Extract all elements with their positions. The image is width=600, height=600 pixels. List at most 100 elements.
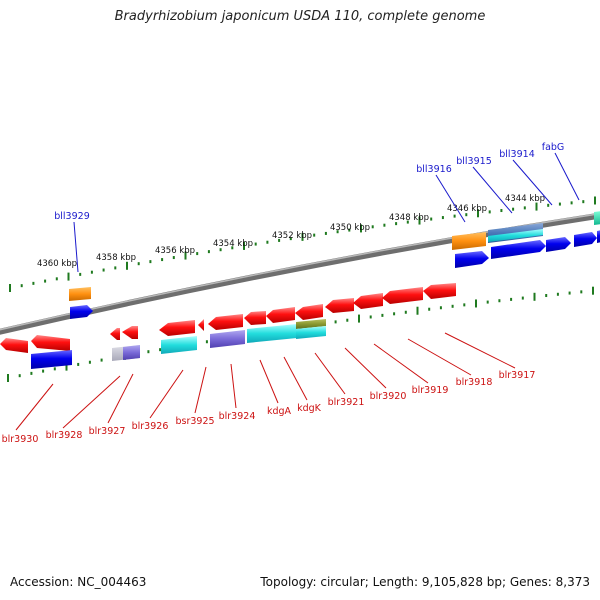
reverse-label-leaders xyxy=(15,332,516,431)
minor-tick xyxy=(137,262,140,266)
major-tick xyxy=(9,284,11,292)
minor-tick xyxy=(266,240,269,244)
gene-blr3919 xyxy=(353,293,383,309)
gene-blr3921-cog-b xyxy=(296,326,326,339)
label-blr3926: blr3926 xyxy=(132,421,169,432)
label-bll3916: bll3916 xyxy=(416,164,452,175)
major-tick xyxy=(7,374,9,382)
minor-tick xyxy=(42,369,45,373)
minor-tick xyxy=(582,200,585,204)
minor-tick xyxy=(547,203,550,207)
major-tick xyxy=(594,196,596,205)
minor-tick xyxy=(510,297,513,301)
gene-bll3916-cog xyxy=(452,232,486,250)
label-blr3918: blr3918 xyxy=(456,377,493,388)
label-bll3915: bll3915 xyxy=(456,156,492,167)
label-blr3924: blr3924 xyxy=(219,411,256,422)
label-blr3920: blr3920 xyxy=(370,391,407,402)
gene-blr3927-cog-b xyxy=(123,345,140,360)
major-tick xyxy=(418,216,421,225)
minor-tick xyxy=(488,210,491,214)
minor-tick xyxy=(404,310,407,314)
minor-tick xyxy=(161,258,164,262)
minor-tick xyxy=(346,318,349,322)
minor-tick xyxy=(20,284,23,288)
minor-tick xyxy=(453,214,456,218)
accession-text: Accession: NC_004463 xyxy=(10,575,147,589)
label-bsr3925: bsr3925 xyxy=(175,416,214,427)
minor-tick xyxy=(393,312,396,316)
gene-next-cog xyxy=(594,211,600,225)
gene-blr3928-cog xyxy=(31,350,72,369)
major-tick xyxy=(360,224,362,233)
major-tick xyxy=(533,292,536,301)
minor-tick xyxy=(570,201,573,205)
major-tick xyxy=(301,232,304,241)
map-title: Bradyrhizobium japonicum USDA 110, compl… xyxy=(114,9,486,24)
gene-bsr3925 xyxy=(198,319,204,331)
gene-bll3915-cog-b xyxy=(488,229,543,242)
gene-kdgA xyxy=(244,311,266,325)
minor-tick xyxy=(30,371,33,375)
major-tick xyxy=(243,241,245,250)
minor-tick xyxy=(381,313,384,317)
minor-tick xyxy=(196,252,199,256)
minor-tick xyxy=(219,248,222,252)
minor-tick xyxy=(114,266,117,270)
minor-tick xyxy=(383,223,386,227)
minor-tick xyxy=(231,246,234,250)
scale-label: 4348 kbp xyxy=(389,213,429,223)
minor-tick xyxy=(159,348,162,352)
minor-tick xyxy=(254,242,257,246)
minor-tick xyxy=(55,277,58,281)
major-tick xyxy=(67,272,70,281)
minor-tick xyxy=(556,292,559,296)
minor-tick xyxy=(441,216,444,220)
major-tick xyxy=(184,251,187,260)
minor-tick xyxy=(207,250,210,254)
minor-tick xyxy=(545,294,548,298)
minor-tick xyxy=(172,256,175,260)
gene-next xyxy=(597,230,600,243)
label-fabG: fabG xyxy=(542,142,565,153)
forward-genes xyxy=(69,211,600,319)
minor-tick xyxy=(451,304,454,308)
gene-bll3916 xyxy=(455,251,489,268)
label-blr3921: blr3921 xyxy=(328,397,365,408)
major-tick xyxy=(535,202,538,211)
major-tick xyxy=(477,209,479,218)
gene-blr3924 xyxy=(208,314,243,330)
major-tick xyxy=(475,299,477,308)
major-tick xyxy=(65,362,68,371)
gene-blr3928 xyxy=(31,335,70,351)
minor-tick xyxy=(53,367,56,371)
gene-bll3914 xyxy=(546,237,571,252)
scale-label: 4356 kbp xyxy=(155,246,195,256)
major-tick xyxy=(126,261,128,270)
minor-tick xyxy=(580,290,583,294)
gene-blr3921 xyxy=(295,304,323,320)
scale-label: 4360 kbp xyxy=(37,259,77,269)
minor-tick xyxy=(44,279,47,283)
minor-tick xyxy=(371,225,374,229)
minor-tick xyxy=(523,206,526,210)
gene-blr3918 xyxy=(382,287,423,304)
gene-blr3921-cog xyxy=(296,319,326,329)
gene-bll3915 xyxy=(491,240,546,259)
gene-blr3924-cog xyxy=(210,330,245,348)
label-blr3917: blr3917 xyxy=(499,370,536,381)
minor-tick xyxy=(102,268,105,272)
minor-tick xyxy=(568,291,571,295)
minor-tick xyxy=(428,307,431,311)
minor-tick xyxy=(313,233,316,237)
minor-tick xyxy=(463,303,466,307)
minor-tick xyxy=(278,238,281,242)
gene-bll3929-cog xyxy=(69,287,91,301)
label-blr3919: blr3919 xyxy=(412,385,449,396)
major-tick xyxy=(416,306,419,315)
label-kdgA: kdgA xyxy=(267,406,292,417)
minor-tick xyxy=(430,217,433,221)
minor-tick xyxy=(289,237,292,241)
minor-tick xyxy=(406,220,409,224)
